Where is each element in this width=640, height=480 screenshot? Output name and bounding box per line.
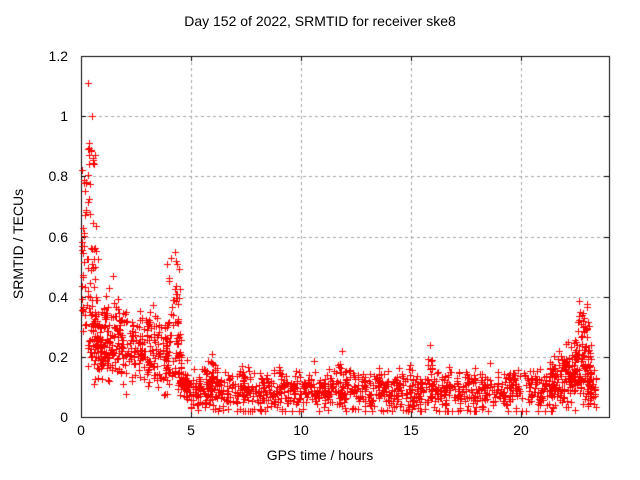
chart-title: Day 152 of 2022, SRMTID for receiver ske… <box>184 13 456 29</box>
x-tick-label: 5 <box>187 422 195 438</box>
x-tick-label: 15 <box>403 422 419 438</box>
y-tick-label: 0.2 <box>48 348 68 365</box>
x-axis-label: GPS time / hours <box>266 447 374 463</box>
y-tick-label: 1.2 <box>48 48 68 64</box>
y-tick-label: 0.8 <box>48 168 68 185</box>
x-tick-label: 10 <box>293 422 309 438</box>
y-tick-label: 0.6 <box>48 228 68 245</box>
x-tick-label: 0 <box>77 422 85 438</box>
y-tick-label: 0 <box>60 409 68 425</box>
y-tick-label: 1 <box>60 108 68 125</box>
x-tick-label: 20 <box>513 422 529 438</box>
y-tick-label: 0.4 <box>48 288 68 305</box>
